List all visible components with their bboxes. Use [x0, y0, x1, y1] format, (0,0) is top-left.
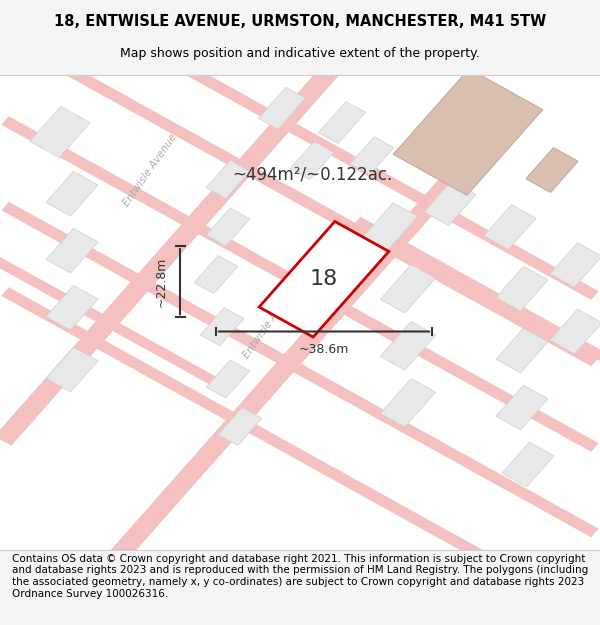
- Polygon shape: [46, 171, 98, 216]
- Polygon shape: [0, 241, 217, 384]
- Polygon shape: [206, 208, 250, 246]
- Polygon shape: [526, 148, 578, 192]
- Text: Entwisle Avenue: Entwisle Avenue: [121, 132, 179, 208]
- Polygon shape: [46, 347, 98, 392]
- Polygon shape: [353, 217, 600, 361]
- Text: Entwisle Avenue: Entwisle Avenue: [241, 284, 299, 360]
- Polygon shape: [259, 221, 389, 337]
- Polygon shape: [0, 8, 390, 446]
- Polygon shape: [206, 360, 250, 398]
- Polygon shape: [502, 442, 554, 487]
- Polygon shape: [319, 101, 365, 144]
- Polygon shape: [46, 286, 98, 330]
- Polygon shape: [496, 328, 548, 373]
- Polygon shape: [218, 408, 262, 446]
- Polygon shape: [102, 132, 498, 569]
- Text: 18, ENTWISLE AVENUE, URMSTON, MANCHESTER, M41 5TW: 18, ENTWISLE AVENUE, URMSTON, MANCHESTER…: [54, 14, 546, 29]
- Polygon shape: [1, 0, 599, 300]
- Polygon shape: [1, 202, 599, 538]
- Polygon shape: [380, 264, 436, 313]
- Text: ~38.6m: ~38.6m: [299, 343, 349, 356]
- Polygon shape: [1, 288, 599, 622]
- Text: ~494m²/~0.122ac.: ~494m²/~0.122ac.: [232, 166, 392, 184]
- Polygon shape: [380, 378, 436, 427]
- Polygon shape: [362, 202, 418, 251]
- Polygon shape: [1, 116, 599, 452]
- Polygon shape: [484, 204, 536, 249]
- Polygon shape: [496, 385, 548, 430]
- Polygon shape: [496, 266, 548, 311]
- Polygon shape: [46, 228, 98, 273]
- Polygon shape: [380, 321, 436, 370]
- Polygon shape: [290, 141, 334, 179]
- Text: 18: 18: [310, 269, 338, 289]
- Polygon shape: [194, 256, 238, 294]
- Polygon shape: [393, 69, 543, 195]
- Polygon shape: [550, 242, 600, 288]
- Text: ~22.8m: ~22.8m: [155, 256, 168, 307]
- Text: Map shows position and indicative extent of the property.: Map shows position and indicative extent…: [120, 48, 480, 61]
- Polygon shape: [424, 181, 476, 226]
- Polygon shape: [550, 309, 600, 354]
- Polygon shape: [206, 161, 250, 199]
- Polygon shape: [1, 31, 599, 366]
- Polygon shape: [200, 308, 244, 346]
- Text: Contains OS data © Crown copyright and database right 2021. This information is : Contains OS data © Crown copyright and d…: [12, 554, 588, 599]
- Polygon shape: [259, 88, 305, 129]
- Polygon shape: [30, 106, 90, 158]
- Polygon shape: [350, 137, 394, 175]
